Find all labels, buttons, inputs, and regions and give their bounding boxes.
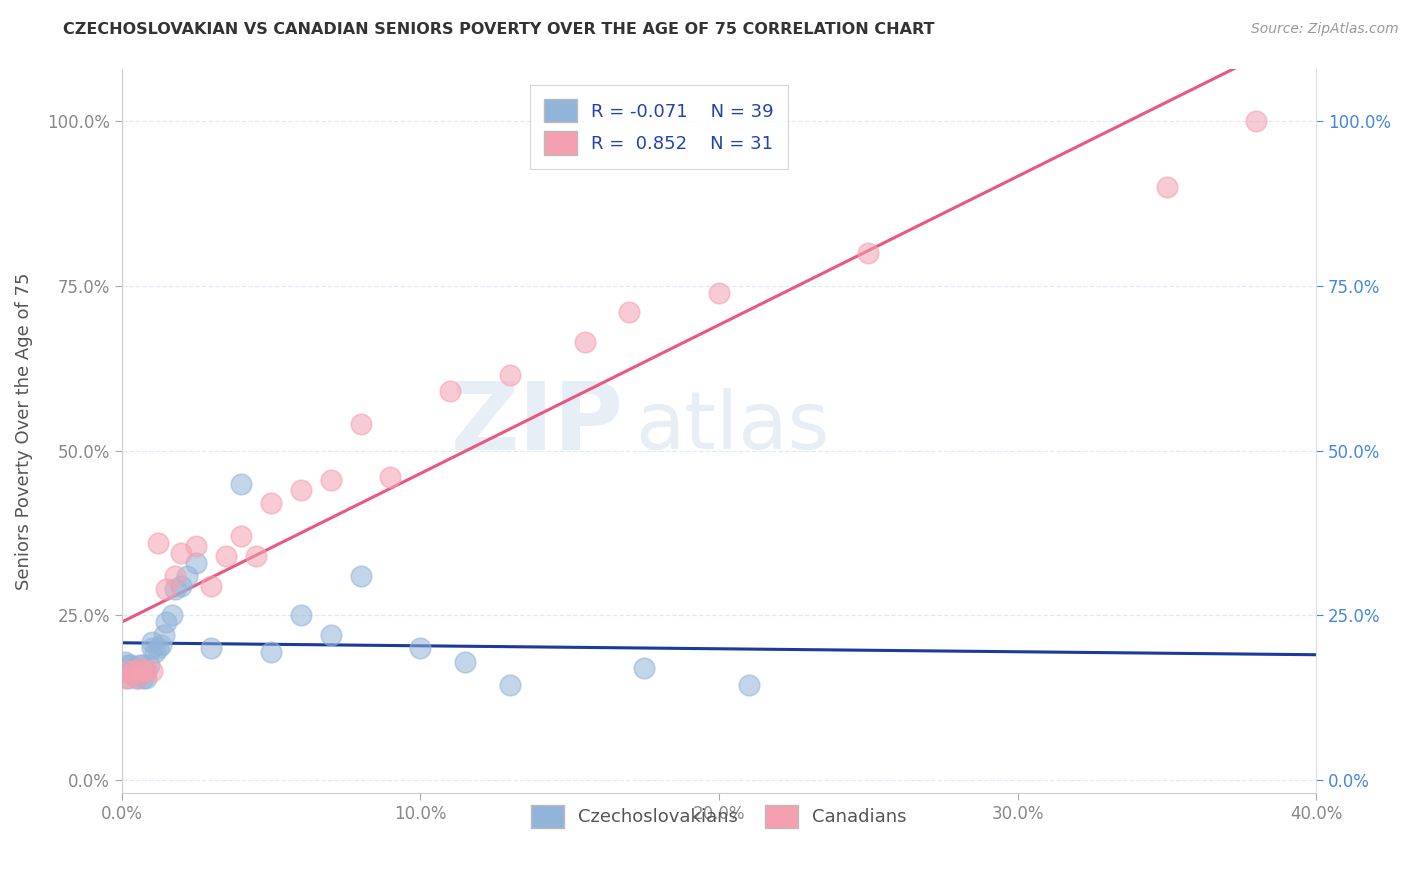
Point	[131, 671, 153, 685]
Point	[122, 667, 145, 681]
Point	[290, 608, 312, 623]
Y-axis label: Seniors Poverty Over the Age of 75: Seniors Poverty Over the Age of 75	[15, 272, 32, 590]
Point	[1246, 114, 1268, 128]
Point	[141, 634, 163, 648]
Point	[131, 657, 153, 672]
Point	[155, 582, 177, 596]
Point	[149, 638, 172, 652]
Point	[858, 246, 880, 260]
Point	[128, 661, 150, 675]
Point	[125, 671, 148, 685]
Point	[186, 556, 208, 570]
Point	[125, 665, 148, 679]
Point	[499, 678, 522, 692]
Point	[319, 474, 342, 488]
Point	[215, 549, 238, 563]
Point	[128, 667, 150, 681]
Point	[135, 665, 157, 679]
Point	[114, 671, 136, 685]
Text: ZIP: ZIP	[450, 377, 623, 470]
Point	[117, 671, 139, 685]
Point	[170, 579, 193, 593]
Point	[290, 483, 312, 498]
Point	[135, 671, 157, 685]
Point	[125, 671, 148, 685]
Point	[138, 657, 160, 672]
Point	[135, 665, 157, 679]
Point	[260, 496, 283, 510]
Point	[574, 334, 596, 349]
Point	[260, 645, 283, 659]
Text: Source: ZipAtlas.com: Source: ZipAtlas.com	[1251, 22, 1399, 37]
Point	[117, 657, 139, 672]
Point	[439, 384, 461, 399]
Point	[454, 655, 477, 669]
Text: atlas: atlas	[636, 388, 830, 467]
Point	[200, 641, 222, 656]
Point	[349, 417, 371, 432]
Point	[619, 305, 641, 319]
Point	[122, 661, 145, 675]
Point	[231, 529, 253, 543]
Point	[155, 615, 177, 629]
Point	[633, 661, 655, 675]
Point	[128, 657, 150, 672]
Point	[738, 678, 761, 692]
Point	[114, 655, 136, 669]
Point	[231, 476, 253, 491]
Point	[165, 582, 187, 596]
Point	[409, 641, 432, 656]
Point	[162, 608, 184, 623]
Point	[245, 549, 267, 563]
Point	[707, 285, 730, 300]
Point	[186, 539, 208, 553]
Point	[146, 641, 169, 656]
Text: CZECHOSLOVAKIAN VS CANADIAN SENIORS POVERTY OVER THE AGE OF 75 CORRELATION CHART: CZECHOSLOVAKIAN VS CANADIAN SENIORS POVE…	[63, 22, 935, 37]
Point	[120, 665, 142, 679]
Point	[117, 665, 139, 679]
Point	[380, 470, 402, 484]
Point	[499, 368, 522, 382]
Point	[120, 657, 142, 672]
Point	[200, 579, 222, 593]
Point	[349, 569, 371, 583]
Point	[170, 546, 193, 560]
Point	[141, 641, 163, 656]
Point	[120, 667, 142, 681]
Point	[131, 665, 153, 679]
Point	[122, 665, 145, 679]
Point	[319, 628, 342, 642]
Legend: Czechoslovakians, Canadians: Czechoslovakians, Canadians	[524, 797, 914, 835]
Point	[176, 569, 198, 583]
Point	[141, 665, 163, 679]
Point	[146, 536, 169, 550]
Point	[143, 645, 166, 659]
Point	[1156, 180, 1178, 194]
Point	[165, 569, 187, 583]
Point	[152, 628, 174, 642]
